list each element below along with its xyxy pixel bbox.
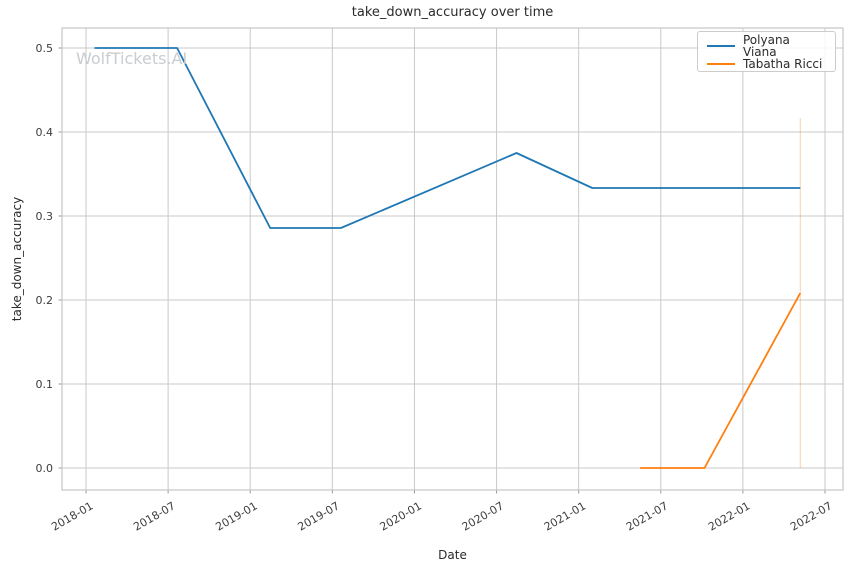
series-line-tabatha-ricci bbox=[640, 292, 802, 469]
y-tick-label: 0.4 bbox=[36, 126, 54, 139]
y-tick-label: 0.1 bbox=[36, 378, 54, 391]
x-tick-label: 2018-07 bbox=[131, 499, 177, 533]
x-tick-label: 2020-07 bbox=[460, 499, 506, 533]
x-axis-label: Date bbox=[438, 548, 467, 562]
x-tick-label: 2020-01 bbox=[378, 499, 424, 533]
x-tick-label: 2018-01 bbox=[49, 499, 95, 533]
y-tick-label: 0.5 bbox=[36, 42, 54, 55]
y-tick-label: 0.0 bbox=[36, 462, 54, 475]
x-tick-label: 2021-01 bbox=[542, 499, 588, 533]
y-tick-label: 0.2 bbox=[36, 294, 54, 307]
legend-item: Tabatha Ricci bbox=[707, 58, 826, 70]
x-tick-label: 2021-07 bbox=[624, 499, 670, 533]
x-tick-label: 2022-01 bbox=[706, 499, 752, 533]
series-line-polyana-viana bbox=[94, 47, 801, 229]
x-tick-label: 2022-07 bbox=[788, 499, 834, 533]
x-tick-label: 2019-07 bbox=[296, 499, 342, 533]
x-tick-label: 2019-01 bbox=[213, 499, 259, 533]
chart-title: take_down_accuracy over time bbox=[351, 5, 554, 20]
legend-line-swatch bbox=[707, 45, 735, 47]
legend-line-swatch bbox=[707, 63, 735, 65]
legend-label: Tabatha Ricci bbox=[743, 57, 823, 71]
legend: Polyana Viana Tabatha Ricci bbox=[697, 31, 836, 72]
watermark: WolfTickets.AI bbox=[76, 49, 188, 68]
legend-item: Polyana Viana bbox=[707, 34, 826, 58]
y-tick-label: 0.3 bbox=[36, 210, 54, 223]
legend-label: Polyana Viana bbox=[743, 33, 790, 59]
plot-border bbox=[61, 27, 844, 491]
y-axis-label: take_down_accuracy bbox=[10, 196, 24, 322]
